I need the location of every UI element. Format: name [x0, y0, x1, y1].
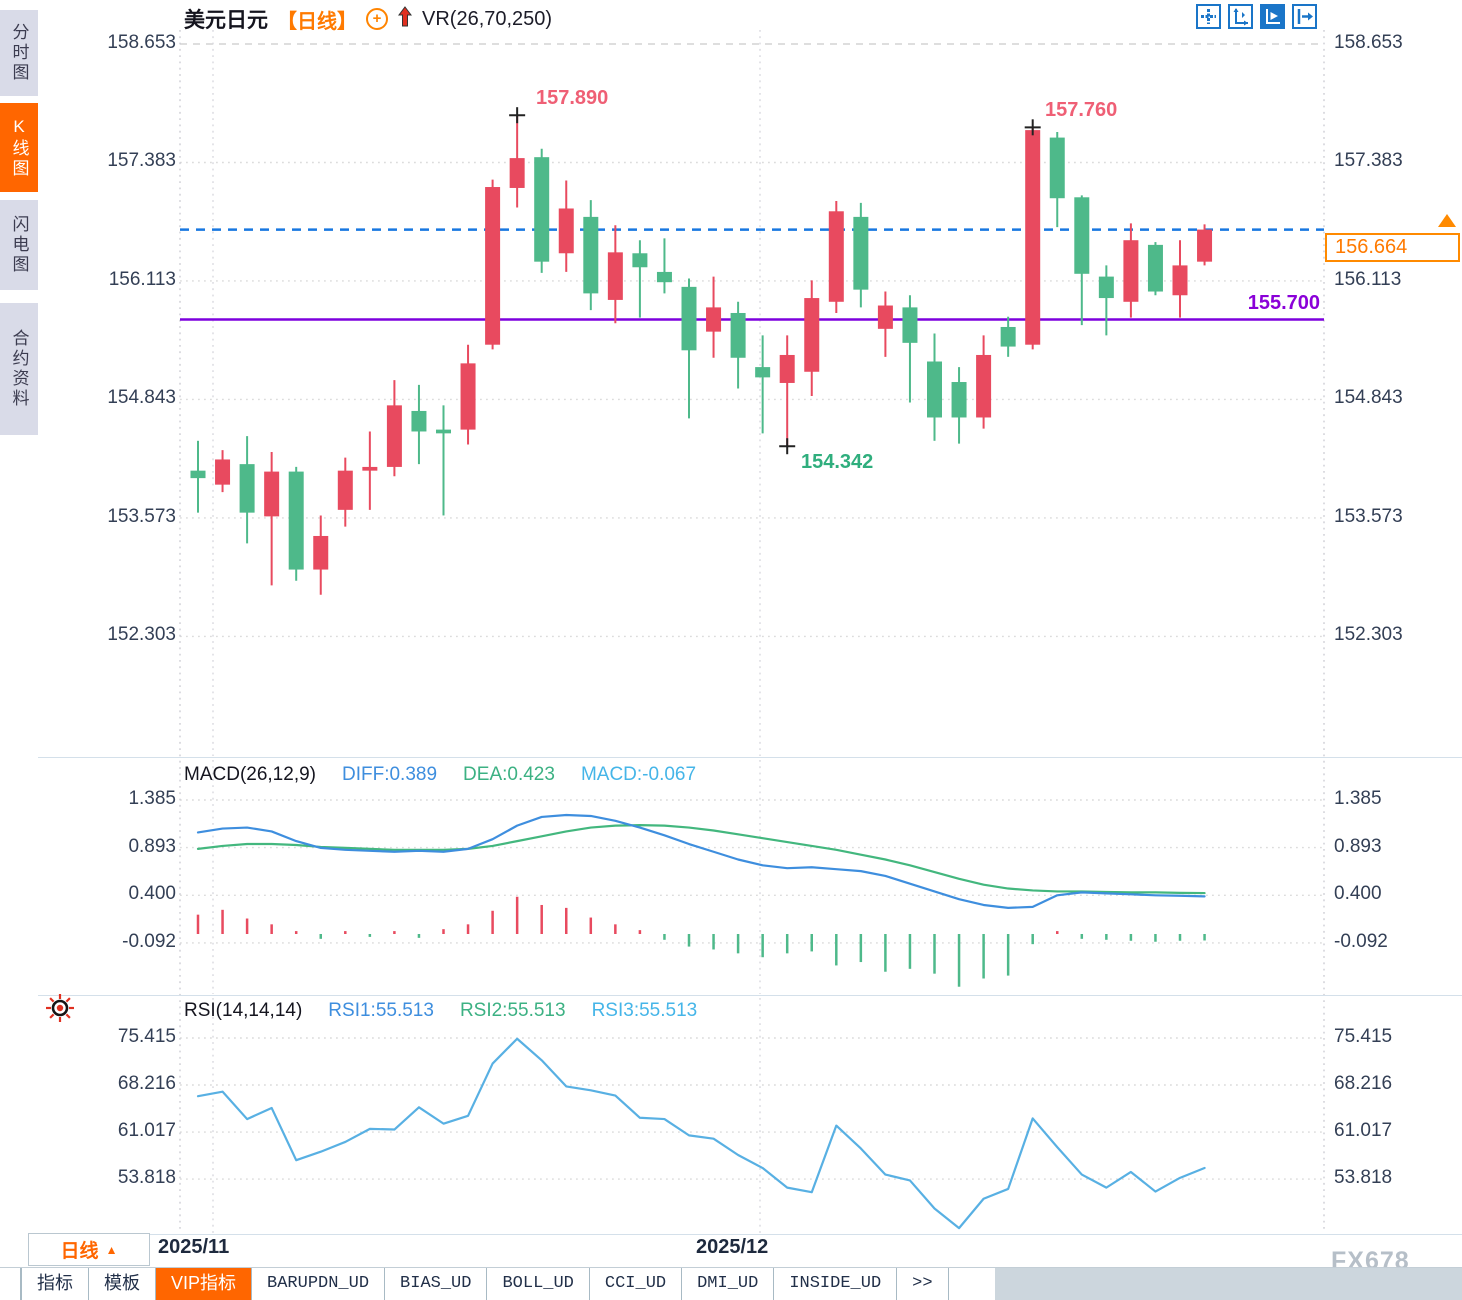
sidebar-item-kline-chart[interactable]: K线图 [0, 103, 38, 192]
caret-up-icon: ▲ [105, 1242, 118, 1257]
tab-templates[interactable]: 模板 [89, 1268, 156, 1300]
up-arrow-icon [397, 5, 413, 33]
period-tag: 【日线】 [277, 10, 357, 33]
symbol-title: 美元日元 [184, 9, 268, 32]
rsi-header: RSI(14,14,14) RSI1:55.513 RSI2:55.513 RS… [184, 1000, 697, 1022]
bottom-tab-bar: 指标 模板 VIP指标 BARUPDN_UD BIAS_UD BOLL_UD C… [0, 1267, 1462, 1300]
sidebar-item-time-chart[interactable]: 分时图 [0, 10, 38, 96]
low-price-annotation: 154.342 [801, 451, 874, 473]
price-tag-arrow-icon [1438, 214, 1456, 227]
chart-title-row: 美元日元 【日线】 + VR(26,70,250) [184, 5, 552, 33]
tab-inside-ud[interactable]: INSIDE_UD [774, 1268, 898, 1300]
rsi3-value: RSI3:55.513 [591, 1000, 698, 1021]
rsi1-value: RSI1:55.513 [328, 1000, 434, 1021]
sun-icon[interactable] [42, 990, 78, 1026]
high-price-annotation: 157.890 [536, 87, 609, 109]
scale-axes-icon[interactable] [1228, 4, 1253, 29]
macd-value: MACD:-0.067 [580, 764, 697, 785]
macd-header: MACD(26,12,9) DIFF:0.389 DEA:0.423 MACD:… [184, 764, 696, 786]
sidebar-item-contract-info[interactable]: 合约资料 [0, 303, 38, 435]
indicator-title: VR(26,70,250) [422, 7, 553, 30]
tab-dmi-ud[interactable]: DMI_UD [682, 1268, 775, 1300]
target-icon[interactable]: + [366, 8, 388, 30]
rsi2-value: RSI2:55.513 [459, 1000, 566, 1021]
tab-vip-indicators[interactable]: VIP指标 [156, 1268, 253, 1300]
tab-bar-filler [948, 1268, 995, 1300]
auto-scale-icon[interactable] [1260, 4, 1285, 29]
sidebar-item-flash-chart[interactable]: 闪电图 [0, 200, 38, 290]
tab-boll-ud[interactable]: BOLL_UD [487, 1268, 590, 1300]
panel-separator [38, 1234, 1462, 1235]
x-axis-label-month2: 2025/12 [696, 1236, 769, 1258]
period-selector-label: 日线 [60, 1241, 99, 1262]
tab-barupdn-ud[interactable]: BARUPDN_UD [252, 1268, 386, 1300]
tab-bar-spacer [0, 1268, 21, 1300]
support-line-label: 155.700 [1247, 292, 1320, 314]
go-to-latest-icon[interactable] [1292, 4, 1317, 29]
rsi-title: RSI(14,14,14) [184, 1000, 303, 1021]
tab-indicators[interactable]: 指标 [21, 1268, 89, 1300]
chart-toolbar [1196, 4, 1317, 29]
move-crosshair-icon[interactable] [1196, 4, 1221, 29]
macd-dea-value: DEA:0.423 [463, 764, 555, 785]
high-price-annotation: 157.760 [1045, 99, 1118, 121]
current-price-tag: 156.664 [1325, 233, 1460, 262]
period-selector[interactable]: 日线 ▲ [28, 1233, 150, 1266]
panel-separator [38, 995, 1462, 996]
x-axis-label-month1: 2025/11 [158, 1236, 230, 1258]
sidebar: 分时图 K线图 闪电图 合约资料 [0, 0, 38, 435]
tab-bias-ud[interactable]: BIAS_UD [385, 1268, 488, 1300]
macd-diff-value: DIFF:0.389 [342, 764, 438, 785]
tab-cci-ud[interactable]: CCI_UD [589, 1268, 683, 1300]
panel-separator [38, 757, 1462, 758]
tab-more[interactable]: >> [897, 1268, 949, 1300]
macd-title: MACD(26,12,9) [184, 764, 316, 785]
